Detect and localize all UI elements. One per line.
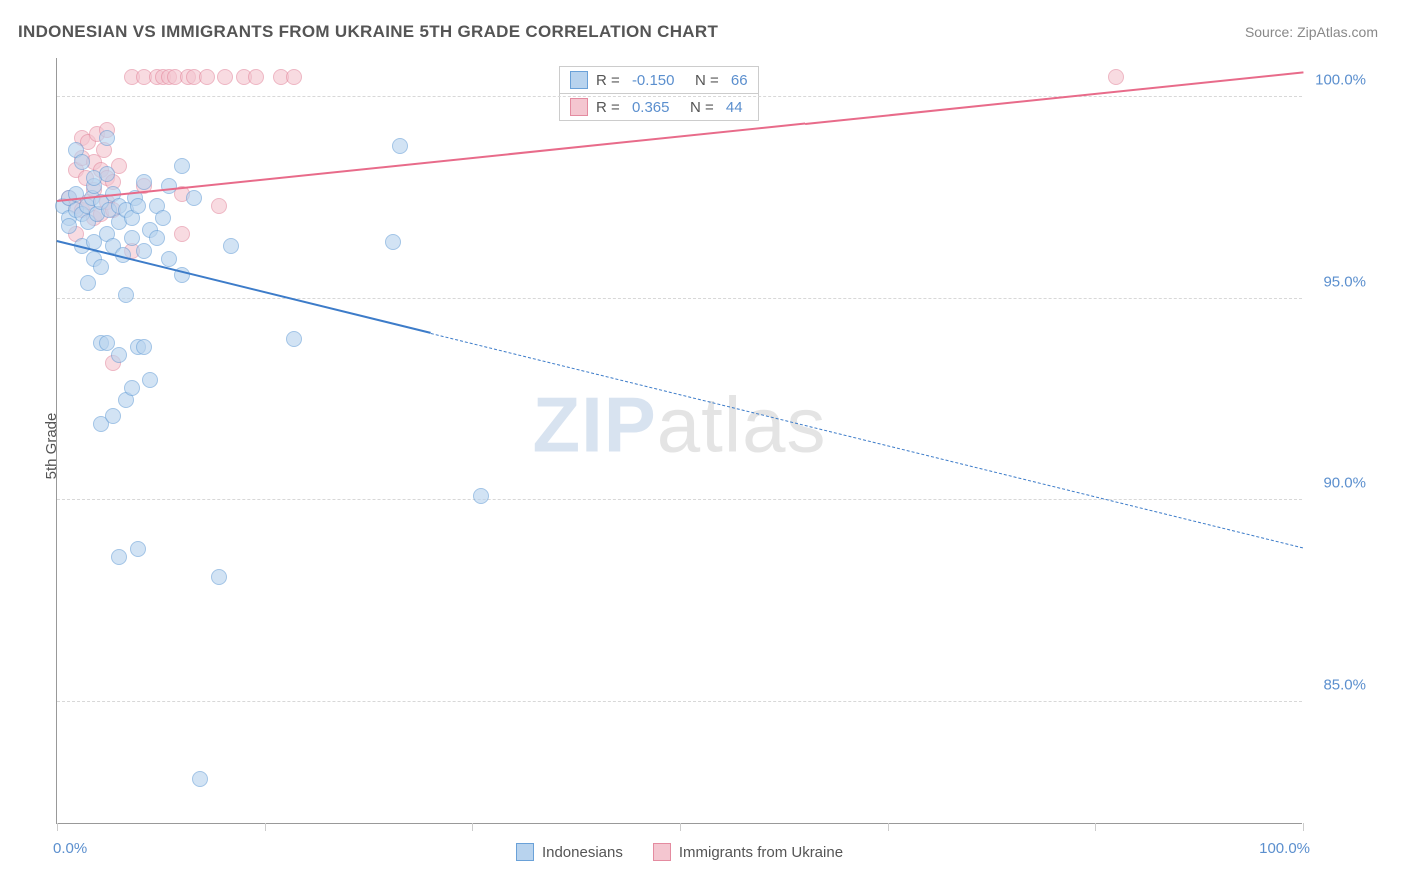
stat-n-value: 44 <box>726 99 743 116</box>
data-point-series-a <box>186 190 202 206</box>
data-point-series-b <box>248 69 264 85</box>
data-point-series-a <box>161 251 177 267</box>
data-point-series-a <box>142 372 158 388</box>
data-point-series-a <box>392 138 408 154</box>
data-point-series-a <box>99 130 115 146</box>
data-point-series-a <box>93 259 109 275</box>
data-point-series-a <box>61 218 77 234</box>
swatch-series-a <box>570 71 588 89</box>
data-point-series-a <box>473 488 489 504</box>
stat-label: R = <box>596 99 624 116</box>
legend-label: Indonesians <box>542 844 623 861</box>
gridline <box>57 96 1302 97</box>
data-point-series-a <box>149 230 165 246</box>
trend-line-series-a <box>57 240 431 334</box>
swatch-series-a <box>516 843 534 861</box>
legend-item: Indonesians <box>516 843 623 861</box>
y-tick-label: 90.0% <box>1323 475 1366 492</box>
data-point-series-a <box>130 198 146 214</box>
legend-label: Immigrants from Ukraine <box>679 844 843 861</box>
data-point-series-a <box>80 275 96 291</box>
stats-row: R = 0.365 N = 44 <box>560 94 758 120</box>
data-point-series-a <box>124 230 140 246</box>
stat-r-value: 0.365 <box>632 99 670 116</box>
stat-label: N = <box>677 99 717 116</box>
data-point-series-a <box>136 174 152 190</box>
data-point-series-b <box>286 69 302 85</box>
swatch-series-b <box>653 843 671 861</box>
trend-line-series-b <box>57 123 805 202</box>
chart-title: INDONESIAN VS IMMIGRANTS FROM UKRAINE 5T… <box>18 22 718 42</box>
gridline <box>57 298 1302 299</box>
data-point-series-a <box>155 210 171 226</box>
stat-r-value: -0.150 <box>632 72 675 89</box>
x-tick <box>680 823 681 831</box>
data-point-series-a <box>99 166 115 182</box>
data-point-series-a <box>111 347 127 363</box>
watermark-zip: ZIP <box>532 381 656 469</box>
swatch-series-b <box>570 98 588 116</box>
trend-line-series-b <box>805 71 1304 125</box>
data-point-series-a <box>286 331 302 347</box>
data-point-series-a <box>174 158 190 174</box>
legend-item: Immigrants from Ukraine <box>653 843 843 861</box>
y-tick-label: 85.0% <box>1323 677 1366 694</box>
data-point-series-a <box>111 549 127 565</box>
data-point-series-a <box>118 287 134 303</box>
gridline <box>57 701 1302 702</box>
data-point-series-a <box>161 178 177 194</box>
data-point-series-a <box>192 771 208 787</box>
data-point-series-a <box>105 408 121 424</box>
data-point-series-a <box>136 243 152 259</box>
data-point-series-a <box>124 380 140 396</box>
y-tick-label: 100.0% <box>1315 72 1366 89</box>
data-point-series-a <box>211 569 227 585</box>
x-axis-label: 100.0% <box>1259 840 1310 857</box>
x-tick <box>265 823 266 831</box>
legend: Indonesians Immigrants from Ukraine <box>57 843 1302 861</box>
data-point-series-a <box>136 339 152 355</box>
stat-n-value: 66 <box>731 72 748 89</box>
plot-area: ZIPatlas R = -0.150 N = 66 R = 0.365 N =… <box>56 58 1302 824</box>
data-point-series-b <box>174 226 190 242</box>
source-attribution: Source: ZipAtlas.com <box>1245 24 1378 40</box>
data-point-series-a <box>223 238 239 254</box>
data-point-series-a <box>130 541 146 557</box>
x-axis-label: 0.0% <box>53 840 87 857</box>
data-point-series-b <box>199 69 215 85</box>
x-tick <box>888 823 889 831</box>
data-point-series-b <box>211 198 227 214</box>
stats-row: R = -0.150 N = 66 <box>560 67 758 94</box>
data-point-series-a <box>385 234 401 250</box>
stat-label: N = <box>682 72 722 89</box>
stat-label: R = <box>596 72 624 89</box>
correlation-stats-box: R = -0.150 N = 66 R = 0.365 N = 44 <box>559 66 759 121</box>
data-point-series-b <box>1108 69 1124 85</box>
x-tick <box>472 823 473 831</box>
y-tick-label: 95.0% <box>1323 273 1366 290</box>
x-tick <box>1095 823 1096 831</box>
data-point-series-b <box>217 69 233 85</box>
x-tick <box>57 823 58 831</box>
data-point-series-a <box>74 154 90 170</box>
x-tick <box>1303 823 1304 831</box>
data-point-series-a <box>99 335 115 351</box>
trend-line-series-a <box>431 333 1303 548</box>
